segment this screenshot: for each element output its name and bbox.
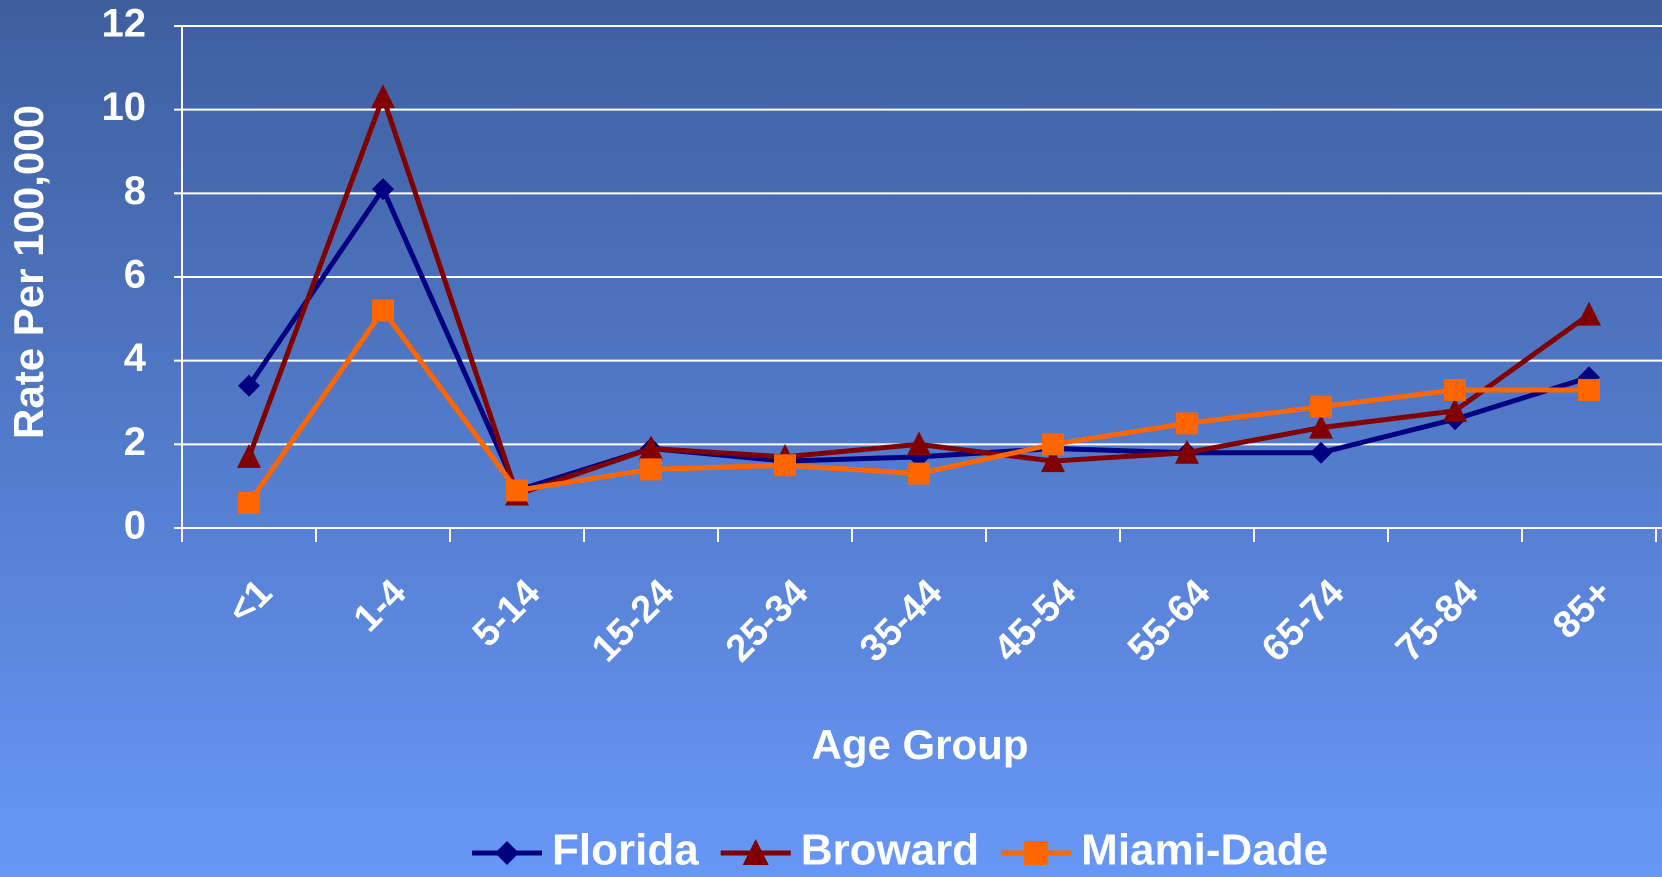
marker <box>371 84 395 109</box>
marker <box>1444 378 1466 401</box>
marker <box>237 443 261 468</box>
y-tick-label: 8 <box>124 169 146 213</box>
marker <box>372 178 394 201</box>
marker <box>742 839 769 865</box>
legend-label: Miami-Dade <box>1081 826 1328 875</box>
y-tick-label: 2 <box>124 420 146 464</box>
marker <box>1176 412 1198 435</box>
marker <box>1024 841 1049 865</box>
marker <box>1042 433 1064 456</box>
marker <box>1577 301 1601 326</box>
legend-label: Florida <box>552 826 699 875</box>
x-axis-title: Age Group <box>812 721 1029 768</box>
y-tick-label: 6 <box>124 253 146 297</box>
marker <box>372 299 394 322</box>
marker <box>639 435 663 460</box>
marker <box>238 374 260 397</box>
legend-label: Broward <box>801 826 979 875</box>
marker <box>1310 441 1332 464</box>
legend: Florida Broward Miami-Dade <box>472 826 1328 875</box>
marker <box>1175 439 1199 464</box>
y-tick-label: 0 <box>124 504 146 548</box>
marker <box>1443 397 1467 422</box>
marker <box>495 841 519 865</box>
marker <box>1041 448 1065 473</box>
marker <box>640 458 662 481</box>
marker <box>908 462 930 485</box>
marker <box>907 431 931 456</box>
marker <box>1578 378 1600 401</box>
marker <box>238 491 260 514</box>
marker <box>774 454 796 477</box>
y-tick-label: 10 <box>102 85 147 129</box>
y-axis-title: Rate Per 100,000 <box>5 105 52 439</box>
y-tick-label: 4 <box>124 336 147 380</box>
marker <box>1310 395 1332 418</box>
marker <box>1309 414 1333 439</box>
marker <box>506 479 528 502</box>
y-tick-label: 12 <box>102 2 147 46</box>
